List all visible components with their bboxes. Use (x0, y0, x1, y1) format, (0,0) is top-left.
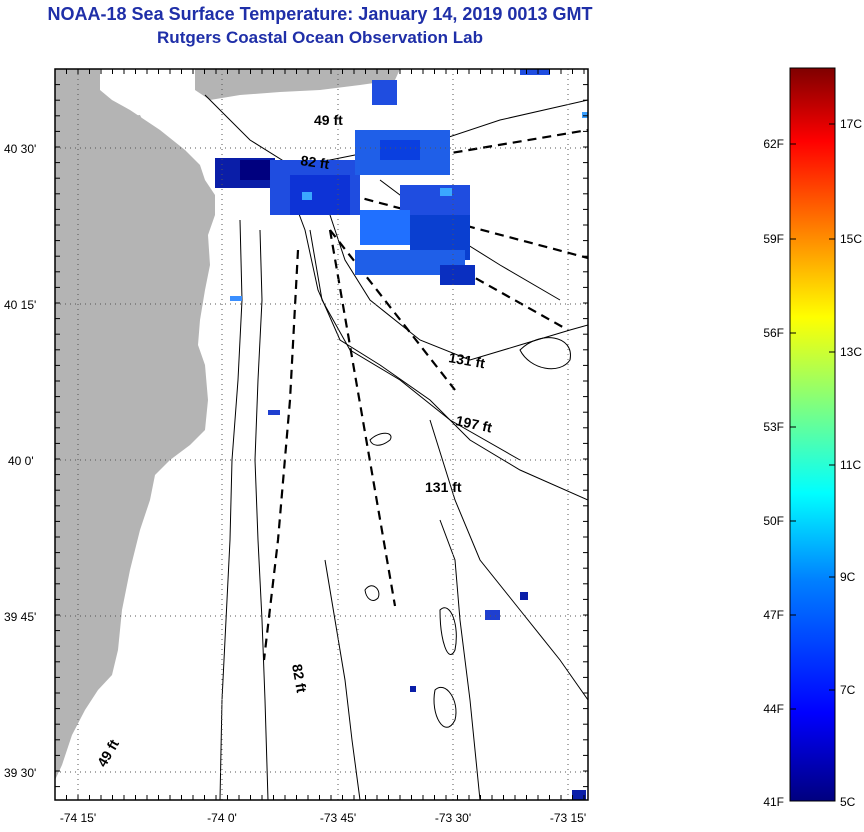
colorbar-c-label: 13C (840, 345, 862, 359)
colorbar-f-label: 44F (763, 702, 784, 716)
lat-label: 39 30' (4, 766, 36, 780)
lat-label: 40 0' (8, 454, 34, 468)
grid-lines (55, 69, 588, 800)
depth-label: 49 ft (314, 112, 343, 128)
colorbar-f-label: 56F (763, 326, 784, 340)
chart-subtitle: Rutgers Coastal Ocean Observation Lab (157, 28, 483, 47)
colorbar-c-label: 5C (840, 795, 856, 809)
lon-label: -73 30' (435, 811, 471, 825)
depth-label: 131 ft (447, 349, 486, 371)
depth-contours (204, 94, 588, 800)
colorbar-f-label: 53F (763, 420, 784, 434)
lon-label: -74 15' (60, 811, 96, 825)
colorbar-c-label: 11C (840, 458, 861, 472)
colorbar-c-label: 7C (840, 683, 856, 697)
depth-label: 197 ft (454, 412, 493, 435)
colorbar-f-label: 59F (763, 232, 784, 246)
lon-label: -74 0' (207, 811, 237, 825)
colorbar-f-label: 47F (763, 608, 784, 622)
sst-data (215, 69, 588, 800)
map-frame (54, 68, 589, 801)
lat-label: 40 15' (4, 298, 36, 312)
colorbar-c-label: 17C (840, 117, 862, 131)
lat-label: 40 30' (4, 142, 36, 156)
lat-label: 39 45' (4, 610, 36, 624)
colorbar-f-label: 41F (763, 795, 784, 809)
lon-label: -73 15' (550, 811, 586, 825)
colorbar-f-label: 50F (763, 514, 784, 528)
colorbar-c-label: 15C (840, 232, 862, 246)
depth-label: 131 ft (425, 479, 462, 495)
colorbar-f-label: 62F (763, 137, 784, 151)
land-mass (55, 69, 215, 780)
lon-label: -73 45' (320, 811, 356, 825)
colorbar (789, 67, 836, 802)
colorbar-c-label: 9C (840, 570, 856, 584)
axis-ticks (54, 68, 588, 800)
depth-label: 82 ft (300, 152, 331, 172)
depth-label: 82 ft (289, 663, 310, 694)
chart-title: NOAA-18 Sea Surface Temperature: January… (47, 4, 593, 24)
